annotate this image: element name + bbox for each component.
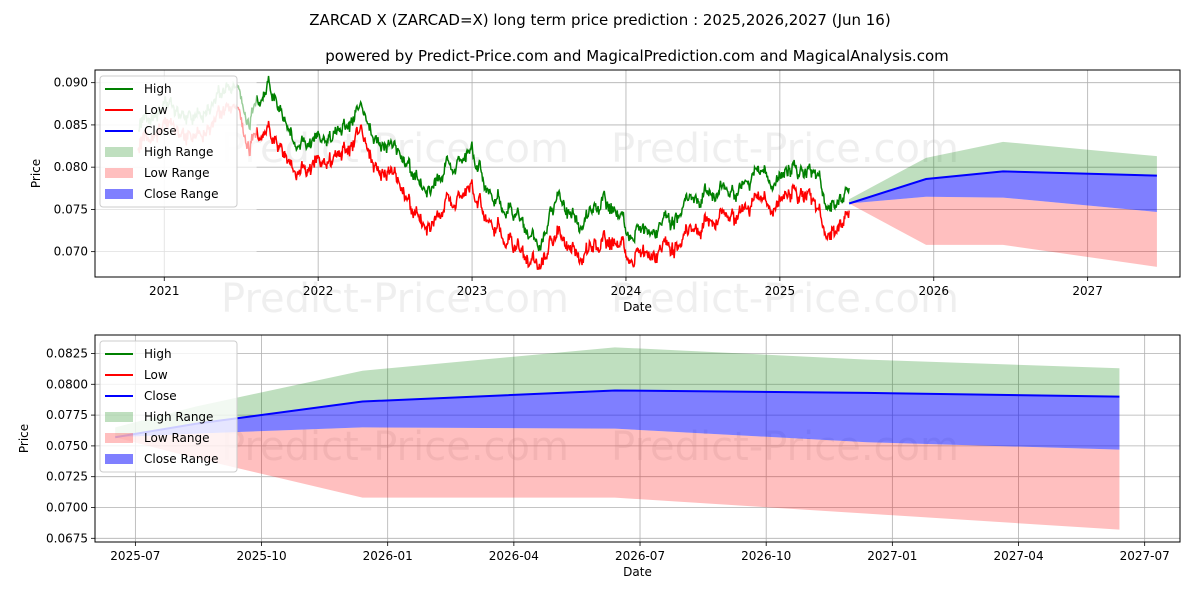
x-tick-label: 2026-07 — [615, 549, 665, 563]
legend-entry-label: High Range — [144, 410, 213, 424]
x-tick-label: 2027 — [1072, 284, 1103, 298]
legend-entry-label: High — [144, 347, 172, 361]
legend-patch-swatch — [105, 147, 133, 157]
legend-patch-swatch — [105, 454, 133, 464]
x-tick-label: 2027-04 — [993, 549, 1043, 563]
legend-box — [99, 340, 238, 473]
x-tick-label: 2025-07 — [110, 549, 160, 563]
y-tick-label: 0.0800 — [46, 377, 88, 391]
y-tick-label: 0.0825 — [46, 346, 88, 360]
legend-box — [99, 75, 238, 208]
legend-entry-label: Close — [144, 124, 177, 138]
legend-entry-label: Close Range — [144, 187, 219, 201]
legend-entry-label: Low Range — [144, 166, 209, 180]
top-panel: Predict-Price.com Predict-Price.com Predic… — [29, 69, 1181, 322]
legend: High Low Close High Range Low Range Close Ran… — [99, 340, 238, 473]
legend-patch-swatch — [105, 168, 133, 178]
watermark-text: Predict-Price.com — [221, 126, 569, 172]
legend-entry-label: Low — [144, 103, 168, 117]
high-range-band — [115, 347, 1120, 438]
close-range-band — [115, 390, 1120, 450]
legend-entry-label: Low Range — [144, 431, 209, 445]
x-axis-label: Date — [623, 300, 652, 314]
legend-entry-label: Close — [144, 389, 177, 403]
x-axis-label: Date — [623, 565, 652, 579]
legend-entry-label: Low — [144, 368, 168, 382]
close-forecast-line — [848, 170, 1157, 205]
close-range-band — [849, 171, 1157, 212]
watermark-text: Predict-Price.com — [221, 276, 569, 322]
y-tick-label: 0.0725 — [46, 470, 88, 484]
watermark-text: Predict-Price.com — [611, 126, 959, 172]
legend-patch-swatch — [105, 433, 133, 443]
legend-entry-label: High — [144, 82, 172, 96]
x-tick-label: 2026 — [918, 284, 949, 298]
x-tick-label: 2021 — [149, 284, 180, 298]
y-axis-label: Price — [29, 159, 43, 188]
x-tick-label: 2022 — [303, 284, 334, 298]
y-tick-label: 0.0775 — [46, 408, 88, 422]
x-tick-label: 2023 — [457, 284, 488, 298]
x-tick-label: 2026-10 — [741, 549, 791, 563]
x-tick-label: 2025 — [765, 284, 796, 298]
legend-entry-label: Close Range — [144, 452, 219, 466]
y-tick-label: 0.090 — [54, 76, 88, 90]
axes-frame — [94, 69, 1181, 278]
x-tick-label: 2026-01 — [363, 549, 413, 563]
y-tick-label: 0.0700 — [46, 501, 88, 515]
x-tick-label: 2027-07 — [1120, 549, 1170, 563]
watermark-text: Predict-Price.com — [611, 276, 959, 322]
y-tick-label: 0.085 — [54, 118, 88, 132]
y-tick-label: 0.070 — [54, 245, 88, 259]
bottom-panel: Predict-Price.com Predict-Price.com2025-0… — [17, 334, 1181, 579]
y-axis-label: Price — [17, 424, 31, 453]
low-range-band — [849, 196, 1157, 267]
axes-frame — [94, 334, 1181, 543]
y-tick-label: 0.0675 — [46, 531, 88, 545]
legend-patch-swatch — [105, 189, 133, 199]
x-tick-label: 2027-01 — [867, 549, 917, 563]
y-tick-label: 0.075 — [54, 202, 88, 216]
y-tick-label: 0.0750 — [46, 439, 88, 453]
legend-patch-swatch — [105, 412, 133, 422]
x-tick-label: 2025-10 — [236, 549, 286, 563]
y-tick-label: 0.080 — [54, 160, 88, 174]
chart-title: ZARCAD X (ZARCAD=X) long term price pred… — [309, 11, 890, 29]
plot-area — [115, 347, 1120, 530]
high-range-band — [849, 141, 1157, 204]
low-range-band — [115, 427, 1120, 530]
x-tick-label: 2024 — [611, 284, 642, 298]
watermark-text: Predict-Price.com — [221, 424, 569, 470]
legend-entry-label: High Range — [144, 145, 213, 159]
chart-subtitle: powered by Predict-Price.com and Magical… — [325, 47, 949, 65]
x-tick-label: 2026-04 — [489, 549, 539, 563]
legend: High Low Close High Range Low Range Close Ran… — [99, 75, 238, 208]
